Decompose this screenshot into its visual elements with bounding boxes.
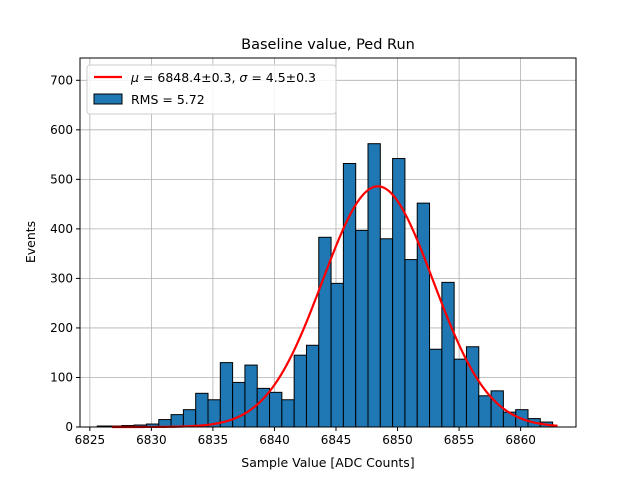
histogram-bar: [416, 202, 431, 428]
y-axis-ticks: 0 100 200 300 400 500 600 700: [50, 73, 80, 434]
y-tick-label: 300: [50, 271, 73, 285]
y-tick-label: 100: [50, 370, 73, 384]
histogram-bar: [219, 362, 234, 428]
histogram-bar: [293, 354, 307, 428]
legend-box: [86, 64, 337, 115]
histogram-bar: [379, 238, 394, 428]
chart-title: Baseline value, Ped Run: [241, 37, 415, 53]
histogram-bar: [269, 391, 283, 428]
x-tick-label: 6850: [382, 433, 413, 447]
histogram-bar: [465, 346, 480, 428]
histogram-bar: [182, 409, 197, 428]
histogram-bar: [330, 282, 344, 428]
legend-hist-label: RMS = 5.72: [131, 92, 205, 107]
y-tick-label: 600: [50, 123, 73, 137]
x-tick-label: 6855: [444, 433, 475, 447]
histogram-bar: [453, 358, 467, 428]
histogram-bar: [441, 281, 455, 428]
histogram-bar: [429, 348, 443, 428]
y-axis-label: Events: [23, 221, 38, 263]
histogram-bar: [195, 392, 209, 428]
x-tick-label: 6825: [75, 433, 106, 447]
y-tick-label: 700: [50, 73, 73, 87]
histogram-bar: [404, 259, 418, 428]
histogram-bar: [490, 390, 504, 428]
histogram-bar: [478, 395, 492, 428]
x-tick-label: 6845: [321, 433, 352, 447]
histogram-bar: [355, 229, 369, 428]
x-axis-label: Sample Value [ADC Counts]: [241, 455, 414, 470]
histogram-bar: [305, 344, 320, 428]
histogram-bar: [232, 381, 246, 428]
gaussian-fit-curve: [112, 185, 558, 429]
legend-fit-mu-value: 6848.4±0.3: [157, 70, 231, 85]
x-tick-label: 6830: [136, 433, 167, 447]
histogram-bar: [281, 399, 295, 428]
x-axis-ticks: 6825 6830 6835 6840 6845 6850 6855 6860: [75, 427, 536, 447]
y-tick-label: 500: [50, 172, 73, 186]
legend-fit-label: μ = 6848.4±0.3, σ = 4.5±0.3: [130, 70, 316, 85]
x-tick-label: 6835: [198, 433, 229, 447]
y-tick-label: 200: [50, 321, 73, 335]
histogram-bar: [392, 158, 406, 428]
legend-hist-swatch: [93, 93, 123, 105]
y-tick-label: 0: [65, 420, 73, 434]
plot-frame: [79, 57, 577, 428]
histogram-bar: [244, 364, 258, 428]
legend-fit-sigma-value: 4.5±0.3: [266, 70, 316, 85]
histogram-bar: [170, 414, 184, 428]
histogram-bar: [342, 162, 357, 428]
histogram-bars: [96, 143, 554, 428]
y-tick-label: 400: [50, 222, 73, 236]
x-tick-label: 6840: [259, 433, 290, 447]
legend: μ = 6848.4±0.3, σ = 4.5±0.3 RMS = 5.72: [86, 64, 337, 115]
x-tick-label: 6860: [505, 433, 536, 447]
